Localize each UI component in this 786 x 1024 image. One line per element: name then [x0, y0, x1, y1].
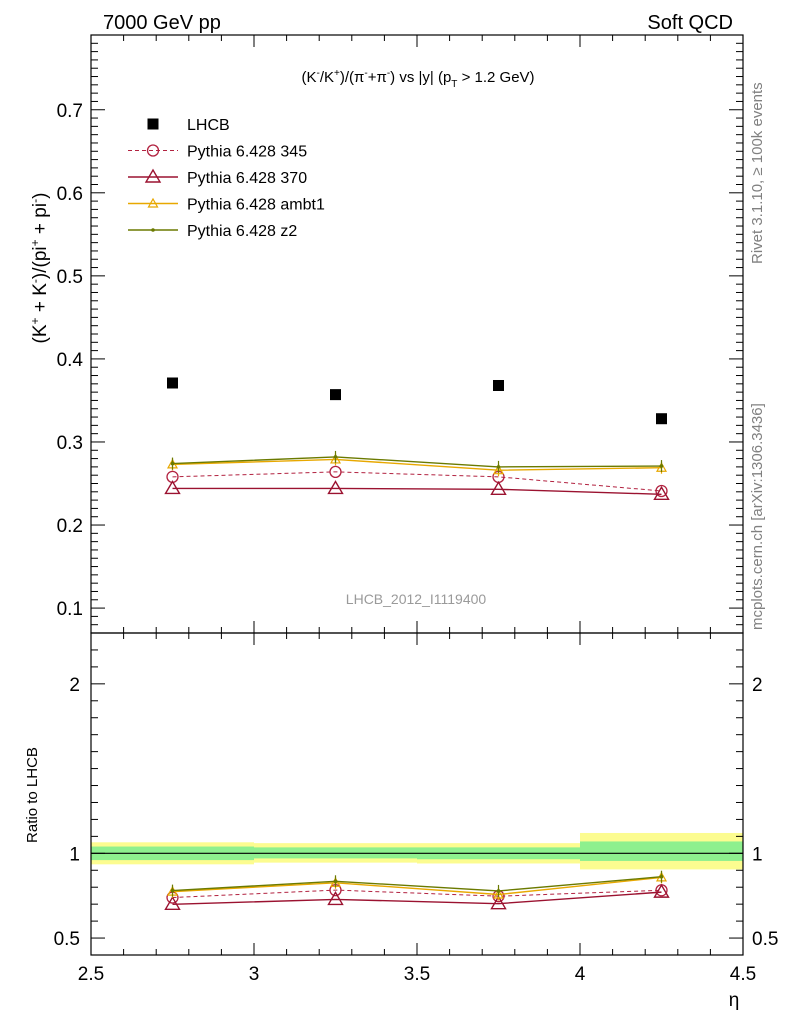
point-pythia-6-428-z2	[659, 464, 664, 468]
ratio-point-pythia-6-428-370	[653, 883, 670, 898]
point-pythia-6-428-z2	[170, 461, 175, 466]
series-line-pythia-6-428-370	[172, 487, 662, 495]
point-pythia-6-428-345	[655, 484, 668, 498]
ratio-point-pythia-6-428-370	[327, 891, 344, 906]
ratio-line-pythia-6-428-ambt1	[172, 876, 662, 896]
point-pythia-6-428-z2	[333, 455, 338, 459]
point-lhcb	[656, 413, 667, 425]
legend-label-lhcb: LHCB	[187, 117, 230, 134]
point-pythia-6-428-z2	[496, 465, 501, 469]
ratio-point-pythia-6-428-370	[164, 895, 181, 911]
header-right: Soft QCD	[647, 12, 733, 34]
y-tick-label: 0.2	[57, 516, 83, 537]
y-tick-label: 0.4	[57, 350, 84, 371]
ratio-frame	[90, 632, 744, 956]
x-tick-label: 3	[249, 964, 260, 985]
series-line-pythia-6-428-345	[172, 471, 662, 492]
point-pythia-6-428-370	[653, 485, 670, 500]
point-pythia-6-428-370	[327, 480, 344, 495]
x-tick-label: 4.5	[730, 964, 756, 985]
ratio-y-axis-label: Ratio to LHCB	[24, 747, 41, 843]
legend-marker-pythia-6-428-ambt1	[147, 197, 159, 208]
legend-marker-pythia-6-428-370	[144, 168, 162, 183]
legend-label-pythia-6-428-345: Pythia 6.428 345	[187, 144, 307, 161]
main-panel: 0.1 0.2 0.3 0.4 0.5 0.6 0.7	[57, 34, 744, 634]
legend-label-pythia-6-428-z2: Pythia 6.428 z2	[187, 223, 297, 240]
point-pythia-6-428-370	[490, 480, 507, 496]
ratio-line-pythia-6-428-370	[172, 891, 662, 906]
rivet-label: Rivet 3.1.10, ≥ 100k events	[749, 82, 766, 264]
ratio-panel: 2.5 3 3.5 4 4.5 0.5 0.5 1 1 2 2	[54, 632, 778, 985]
point-lhcb	[330, 389, 341, 401]
y-tick-label: 0.5	[57, 267, 83, 288]
ratio-point-pythia-6-428-z2	[659, 874, 664, 879]
y-tick-label-right: 0.5	[752, 929, 778, 950]
y-tick-label-right: 1	[752, 844, 763, 865]
y-tick-label: 0.5	[54, 929, 80, 950]
point-pythia-6-428-ambt1	[492, 464, 505, 475]
mcplots-label: mcplots.cern.ch [arXiv:1306.3436]	[749, 403, 766, 630]
ratio-point-pythia-6-428-z2	[170, 888, 175, 893]
series-line-pythia-6-428-z2	[172, 456, 662, 468]
legend-marker-pythia-6-428-z2	[151, 228, 155, 232]
main-y-axis-label: (K+ + K-)/(pi+ + pi-)	[28, 193, 51, 344]
ratio-point-pythia-6-428-z2	[333, 879, 338, 884]
ratio-line-pythia-6-428-z2	[172, 876, 662, 892]
y-tick-label: 0.7	[57, 101, 83, 122]
plot-title: (K-/K+)/(π-+π-) vs |y| (pT > 1.2 GeV)	[301, 68, 534, 90]
legend: LHCB Pythia 6.428 345 Pythia 6.428 370 Pyth…	[128, 117, 325, 240]
point-pythia-6-428-370	[164, 480, 181, 495]
band-inner	[580, 841, 743, 861]
y-tick-label: 0.1	[57, 599, 83, 620]
ratio-point-pythia-6-428-z2	[496, 889, 501, 893]
ratio-point-pythia-6-428-ambt1	[492, 888, 505, 899]
y-tick-label: 0.6	[57, 184, 83, 205]
point-lhcb	[167, 377, 178, 389]
legend-marker-lhcb	[147, 118, 159, 130]
analysis-watermark: LHCB_2012_I1119400	[346, 591, 487, 607]
x-tick-label: 3.5	[404, 964, 430, 985]
series-line-pythia-6-428-ambt1	[172, 458, 662, 471]
ratio-line-pythia-6-428-345	[172, 889, 662, 899]
x-axis-label: η	[729, 990, 740, 1011]
y-tick-label: 0.3	[57, 433, 83, 454]
legend-label-pythia-6-428-370: Pythia 6.428 370	[187, 170, 307, 187]
point-lhcb	[493, 379, 504, 391]
y-tick-label: 1	[69, 844, 80, 865]
legend-marker-pythia-6-428-345	[146, 144, 160, 157]
point-pythia-6-428-345	[329, 465, 342, 479]
legend-label-pythia-6-428-ambt1: Pythia 6.428 ambt1	[187, 197, 325, 214]
y-tick-label: 2	[69, 675, 80, 696]
ratio-point-pythia-6-428-370	[490, 895, 507, 910]
x-tick-label: 2.5	[78, 964, 104, 985]
x-tick-label: 4	[575, 964, 586, 985]
header-left: 7000 GeV pp	[103, 12, 221, 34]
y-tick-label-right: 2	[752, 675, 763, 696]
